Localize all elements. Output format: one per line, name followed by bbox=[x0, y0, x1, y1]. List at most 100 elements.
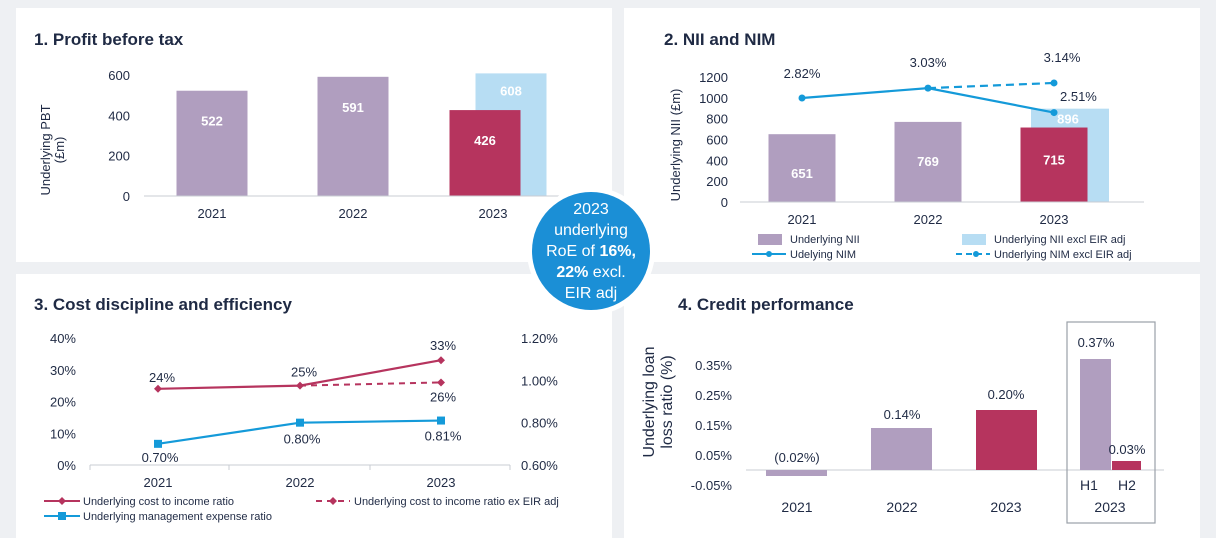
panel-nii-nim: 2. NII and NIM Underlying NII (£m) 1200 1… bbox=[624, 8, 1200, 262]
cost-ytick-left: 10% bbox=[50, 426, 76, 441]
panel-cost-efficiency: 3. Cost discipline and efficiency 40% 30%… bbox=[16, 274, 612, 530]
badge-line3a: RoE of bbox=[546, 242, 600, 260]
badge-line4: 22% excl. bbox=[556, 262, 625, 283]
pbt-ylabel-line1: Underlying PBT bbox=[38, 104, 53, 195]
credit-xtick: 2023 bbox=[990, 499, 1021, 515]
pbt-xtick: 2021 bbox=[198, 206, 227, 221]
pbt-bar-label: 591 bbox=[342, 100, 364, 115]
credit-xtick: H2 bbox=[1118, 477, 1136, 493]
nii-ytick: 400 bbox=[706, 153, 728, 168]
legend-dot-nim-excl bbox=[973, 251, 979, 257]
cti-point bbox=[154, 384, 162, 393]
credit-ylabel: Underlying loan loss ratio (%) bbox=[641, 346, 676, 457]
nii-bar-excl-label: 896 bbox=[1057, 112, 1079, 127]
cost-ytick-left: 20% bbox=[50, 395, 76, 410]
pbt-ytick: 600 bbox=[108, 68, 130, 83]
nim-label: 3.03% bbox=[910, 55, 947, 70]
credit-bar bbox=[1080, 359, 1111, 470]
nii-ytick: 600 bbox=[706, 133, 728, 148]
pbt-bar-excl-label: 608 bbox=[500, 83, 522, 98]
credit-xtick: H1 bbox=[1080, 477, 1098, 493]
badge-line3b: 16%, bbox=[599, 242, 636, 260]
nim-excl-line bbox=[927, 81, 1055, 90]
cti-excl-line bbox=[299, 381, 442, 387]
credit-ytick: -0.05% bbox=[691, 478, 733, 493]
pbt-plot: 600 400 200 0 522 2021 591 2022 608 426 2023 bbox=[108, 68, 571, 221]
legend-nii-excl: Underlying NII excl EIR adj bbox=[994, 234, 1125, 246]
legend-mer: Underlying management expense ratio bbox=[83, 511, 272, 523]
mer-point bbox=[296, 418, 304, 427]
credit-bar-label: 0.37% bbox=[1078, 335, 1115, 350]
badge-line3: RoE of 16%, bbox=[546, 241, 636, 262]
nii-bar bbox=[768, 134, 836, 202]
credit-bar-label: 0.03% bbox=[1109, 442, 1146, 457]
mer-label: 0.80% bbox=[284, 432, 321, 447]
nii-plot: 1200 1000 800 600 400 200 0 651 2021 769 2022 896 71… bbox=[699, 50, 1144, 261]
gutter-top bbox=[0, 0, 1216, 8]
nii-title: 2. NII and NIM bbox=[664, 30, 775, 49]
pbt-bar bbox=[317, 76, 389, 196]
mer-label: 0.81% bbox=[425, 429, 462, 444]
nim-label: 2.82% bbox=[784, 66, 821, 81]
pbt-xtick: 2023 bbox=[479, 206, 508, 221]
pbt-bar bbox=[449, 110, 521, 196]
pbt-ylabel-line2: (£m) bbox=[52, 137, 67, 164]
credit-chart: 4. Credit performance Underlying loan lo… bbox=[641, 295, 1164, 524]
cost-plot: 40% 30% 20% 10% 0% 1.20% 1.00% 0.80% 0.60% 2021 20… bbox=[44, 331, 559, 523]
nii-bar bbox=[1020, 127, 1088, 202]
legend-cti-excl: Underlying cost to income ratio ex EIR a… bbox=[354, 496, 559, 508]
panel-profit-before-tax: 1. Profit before tax Underlying PBT (£m)… bbox=[16, 8, 612, 262]
nim-label: 2.51% bbox=[1060, 89, 1097, 104]
credit-bar bbox=[766, 470, 827, 476]
credit-ytick: 0.05% bbox=[695, 448, 732, 463]
pbt-bar-label: 426 bbox=[474, 133, 496, 148]
credit-bar bbox=[1112, 461, 1141, 470]
cti-point bbox=[437, 356, 445, 365]
credit-ylabel-line1: Underlying loan bbox=[641, 346, 658, 457]
cost-ytick-left: 40% bbox=[50, 331, 76, 346]
pbt-title: 1. Profit before tax bbox=[34, 30, 184, 49]
cost-ytick-right: 1.20% bbox=[521, 331, 558, 346]
legend-nim: Udelying NIM bbox=[790, 249, 856, 261]
mer-point bbox=[154, 439, 162, 448]
badge-line4b: excl. bbox=[588, 263, 626, 281]
pbt-bar bbox=[176, 90, 248, 196]
credit-2023-box bbox=[1066, 321, 1156, 524]
pbt-ytick: 0 bbox=[123, 189, 130, 204]
nim-line bbox=[801, 87, 1055, 114]
cost-chart: 3. Cost discipline and efficiency 40% 30%… bbox=[34, 295, 559, 523]
legend-cti: Underlying cost to income ratio bbox=[83, 496, 234, 508]
cost-xtick: 2022 bbox=[286, 475, 315, 490]
legend-swatch-nii bbox=[758, 234, 782, 245]
cti-label: 24% bbox=[149, 370, 175, 385]
credit-title: 4. Credit performance bbox=[678, 295, 854, 314]
nii-bar-label: 651 bbox=[791, 166, 813, 181]
pbt-xtick: 2022 bbox=[339, 206, 368, 221]
badge-line2: underlying bbox=[554, 221, 628, 239]
cost-xtick: 2021 bbox=[144, 475, 173, 490]
credit-xtick: 2021 bbox=[781, 499, 812, 515]
cti-label: 25% bbox=[291, 365, 317, 380]
credit-bar bbox=[976, 410, 1037, 470]
mer-point bbox=[437, 416, 445, 425]
nim-point bbox=[1050, 109, 1058, 117]
nii-ytick: 1000 bbox=[699, 91, 728, 106]
badge-line4a: 22% bbox=[556, 263, 589, 281]
mer-label: 0.70% bbox=[142, 450, 179, 465]
cti-label: 33% bbox=[430, 338, 456, 353]
credit-bar-label: 0.20% bbox=[988, 387, 1025, 402]
cost-xtick: 2023 bbox=[427, 475, 456, 490]
pbt-ylabel: Underlying PBT (£m) bbox=[38, 104, 67, 195]
legend-marker-cti bbox=[58, 497, 66, 505]
credit-ytick: 0.35% bbox=[695, 358, 732, 373]
nii-ylabel: Underlying NII (£m) bbox=[668, 89, 683, 202]
legend-nim-excl: Underlying NIM excl EIR adj bbox=[994, 249, 1132, 261]
nii-ytick: 200 bbox=[706, 174, 728, 189]
nim-point bbox=[798, 94, 806, 102]
legend-dot-nim bbox=[766, 251, 772, 257]
panel-credit-performance: 4. Credit performance Underlying loan lo… bbox=[624, 274, 1200, 530]
cost-ytick-left: 30% bbox=[50, 363, 76, 378]
nii-bar-label: 715 bbox=[1043, 153, 1065, 168]
pbt-ytick: 200 bbox=[108, 149, 130, 164]
gutter-right bbox=[1200, 0, 1216, 538]
